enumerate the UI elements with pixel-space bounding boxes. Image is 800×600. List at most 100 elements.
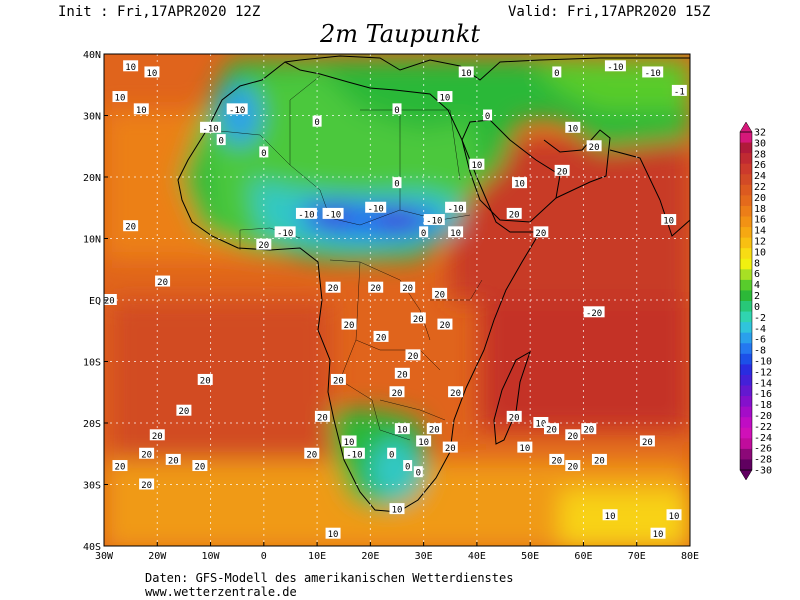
- contour-label: 20: [432, 287, 448, 300]
- contour-label-text: 20: [567, 432, 578, 442]
- colorbar-tick-label: 4: [754, 280, 760, 291]
- contour-label-text: 0: [261, 149, 266, 159]
- contour-label-text: 20: [168, 456, 179, 466]
- contour-label: 20: [639, 435, 655, 448]
- lat-tick-label: 40N: [83, 50, 101, 61]
- colorbar-tick-label: -18: [754, 400, 772, 411]
- contour-label-box: [432, 287, 448, 299]
- contour-label-box: [448, 226, 464, 238]
- lon-tick-label: 60E: [574, 551, 592, 562]
- lon-tick-label: 40E: [468, 551, 486, 562]
- colorbar-swatch: [740, 269, 752, 281]
- contour-label: 0: [483, 109, 493, 122]
- colorbar-swatch: [740, 396, 752, 408]
- colorbar-tick-label: 18: [754, 204, 766, 215]
- contour-label-text: 20: [535, 229, 546, 239]
- contour-label-text: 20: [104, 297, 115, 307]
- contour-label-text: 20: [200, 376, 211, 386]
- colorbar-swatch: [740, 364, 752, 376]
- lat-tick-label: 40S: [83, 542, 101, 553]
- contour-label-box: [639, 435, 655, 447]
- colorbar-swatch: [740, 184, 752, 196]
- colorbar-tick-label: -16: [754, 389, 772, 400]
- colorbar-tick-label: 12: [754, 237, 766, 248]
- contour-label: 20: [256, 238, 272, 251]
- colorbar-tick-label: 8: [754, 258, 760, 269]
- contour-label: 10: [666, 509, 682, 522]
- contour-label-box: [256, 238, 272, 250]
- contour-label-box: [448, 386, 464, 398]
- lon-tick-label: 0: [261, 551, 267, 562]
- contour-label-text: 20: [306, 450, 317, 460]
- contour-label: 20: [155, 275, 171, 288]
- contour-label-text: 20: [567, 463, 578, 473]
- contour-label-box: [387, 447, 397, 459]
- contour-label: 20: [139, 478, 155, 491]
- contour-label-box: [506, 410, 522, 422]
- contour-label-box: [642, 66, 664, 78]
- contour-label-box: [483, 109, 493, 121]
- contour-label-box: [543, 423, 559, 435]
- contour-label: 20: [389, 386, 405, 399]
- colorbar-tick-label: 28: [754, 149, 766, 160]
- contour-label-box: [591, 453, 607, 465]
- contour-label-text: 20: [434, 290, 445, 300]
- contour-label-box: [565, 429, 581, 441]
- colorbar-tick-label: -10: [754, 356, 772, 367]
- contour-label: 0: [259, 146, 269, 159]
- contour-label-box: [322, 207, 344, 219]
- contour-label-text: 10: [567, 124, 578, 134]
- contour-label-box: [295, 207, 317, 219]
- contour-label: 10: [112, 91, 128, 104]
- contour-label-box: [133, 103, 149, 115]
- contour-label-box: [423, 214, 445, 226]
- contour-label-text: 20: [546, 426, 557, 436]
- contour-label-text: 20: [194, 463, 205, 473]
- contour-label-box: [389, 503, 405, 515]
- contour-label: 20: [368, 281, 384, 294]
- contour-label: 20: [101, 294, 117, 307]
- contour-label: 20: [314, 410, 330, 423]
- contour-label-box: [139, 447, 155, 459]
- contour-label: 0: [552, 66, 562, 79]
- contour-label: 20: [581, 423, 597, 436]
- contour-label: -10: [445, 201, 467, 214]
- colorbar-swatch: [740, 227, 752, 239]
- contour-label: -20: [583, 306, 605, 319]
- contour-label: 10: [469, 158, 485, 171]
- lat-tick-label: 10S: [83, 358, 101, 369]
- contour-label-text: 20: [509, 210, 520, 220]
- valid-time: Valid: Fri,17APR2020 15Z: [508, 4, 711, 20]
- contour-label-text: 10: [669, 512, 680, 522]
- contour-label-text: 20: [115, 463, 126, 473]
- contour-label: 0: [413, 466, 423, 479]
- contour-label-box: [666, 509, 682, 521]
- contour-label-text: 20: [125, 223, 136, 233]
- contour-label-text: -10: [607, 63, 623, 73]
- contour-label-box: [586, 140, 602, 152]
- colorbar-swatch: [740, 311, 752, 323]
- contour-label-text: -10: [325, 210, 341, 220]
- contour-label-box: [469, 158, 485, 170]
- contour-label: 10: [661, 214, 677, 227]
- contour-label-text: 20: [317, 413, 328, 423]
- contour-label-text: 20: [152, 432, 163, 442]
- contour-label: -10: [642, 66, 664, 79]
- dewpoint-field: [104, 54, 690, 546]
- contour-label: 20: [405, 349, 421, 362]
- contour-label-text: 0: [389, 450, 394, 460]
- colorbar-swatch: [740, 332, 752, 344]
- colorbar-tick-label: -14: [754, 378, 772, 389]
- contour-label: -10: [423, 214, 445, 227]
- colorbar-tick-label: -22: [754, 422, 772, 433]
- contour-label: 20: [149, 429, 165, 442]
- contour-label-box: [341, 435, 357, 447]
- contour-label-box: [112, 460, 128, 472]
- contour-label-text: 20: [178, 407, 189, 417]
- contour-label: 20: [394, 367, 410, 380]
- contour-label-text: -10: [368, 204, 384, 214]
- contour-label-text: 20: [333, 376, 344, 386]
- contour-label-text: 20: [141, 481, 152, 491]
- lon-tick-label: 70E: [628, 551, 646, 562]
- contour-label-box: [330, 373, 346, 385]
